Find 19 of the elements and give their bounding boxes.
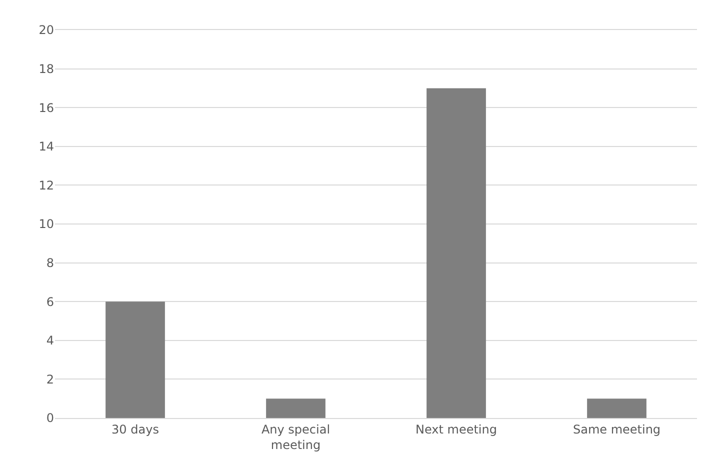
y-tick-label: 2	[46, 372, 54, 386]
x-tick-label: Same meeting	[572, 422, 661, 436]
bar	[587, 398, 646, 418]
x-tick-label: Any special meeting	[261, 422, 330, 452]
bar	[266, 398, 326, 418]
y-tick-label: 20	[38, 23, 54, 38]
y-tick-label: 18	[38, 62, 54, 76]
y-tick-label: 16	[38, 100, 54, 115]
y-tick-label: 12	[38, 178, 54, 192]
y-tick-label: 6	[46, 294, 54, 309]
y-tick-label: 8	[46, 256, 54, 270]
y-tick-label: 14	[38, 140, 54, 154]
y-tick-label: 4	[46, 334, 54, 348]
y-tick-label: 0	[46, 411, 54, 426]
x-tick-label: 30 days	[112, 422, 159, 436]
x-tick-label: Next meeting	[416, 422, 497, 436]
bar	[106, 302, 165, 418]
bar	[426, 88, 486, 418]
y-tick-label: 10	[38, 217, 54, 232]
